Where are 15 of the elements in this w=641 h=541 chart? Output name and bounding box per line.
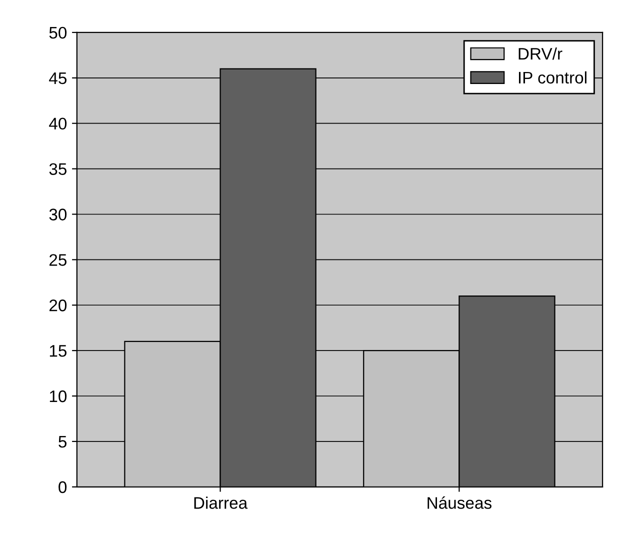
- x-tick-label: Náuseas: [428, 496, 492, 509]
- y-tick-label: 0: [58, 481, 67, 494]
- y-tick-label: 20: [50, 300, 67, 312]
- y-tick-label: 25: [50, 254, 66, 266]
- y-tick-label: 50: [49, 26, 67, 39]
- y-tick-label: 30: [49, 208, 67, 220]
- y-tick-label: 15: [50, 345, 66, 357]
- legend-label: IP control: [518, 71, 586, 84]
- y-tick-label: 45: [49, 72, 66, 84]
- x-tick-label: Diarrea: [194, 496, 248, 509]
- legend-label: DRV/r: [518, 47, 562, 60]
- y-tick-label: 40: [49, 118, 67, 130]
- y-tick-label: 5: [58, 436, 66, 448]
- y-tick-label: 35: [49, 163, 66, 175]
- y-tick-label: 10: [50, 390, 67, 402]
